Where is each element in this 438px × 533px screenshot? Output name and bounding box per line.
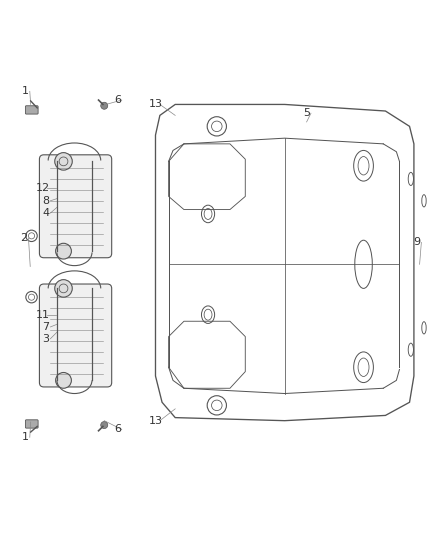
Circle shape bbox=[56, 373, 71, 388]
Text: 6: 6 bbox=[114, 95, 121, 105]
Text: 5: 5 bbox=[303, 108, 310, 118]
Text: 2: 2 bbox=[21, 233, 28, 243]
Circle shape bbox=[56, 243, 71, 259]
Text: 4: 4 bbox=[42, 208, 49, 218]
FancyBboxPatch shape bbox=[25, 420, 38, 428]
Text: 7: 7 bbox=[42, 322, 49, 332]
Text: 12: 12 bbox=[35, 183, 49, 192]
Text: 3: 3 bbox=[42, 334, 49, 344]
Text: 11: 11 bbox=[35, 310, 49, 320]
Circle shape bbox=[55, 280, 72, 297]
Circle shape bbox=[101, 422, 108, 429]
Text: 8: 8 bbox=[42, 196, 49, 206]
Text: 13: 13 bbox=[148, 100, 162, 109]
FancyBboxPatch shape bbox=[39, 155, 112, 258]
Text: 1: 1 bbox=[22, 86, 29, 96]
Circle shape bbox=[55, 152, 72, 170]
Text: 1: 1 bbox=[22, 432, 29, 442]
Text: 9: 9 bbox=[413, 237, 420, 247]
Circle shape bbox=[101, 102, 108, 109]
FancyBboxPatch shape bbox=[39, 284, 112, 387]
Text: 6: 6 bbox=[114, 424, 121, 434]
Text: 13: 13 bbox=[148, 416, 162, 426]
FancyBboxPatch shape bbox=[25, 106, 38, 114]
